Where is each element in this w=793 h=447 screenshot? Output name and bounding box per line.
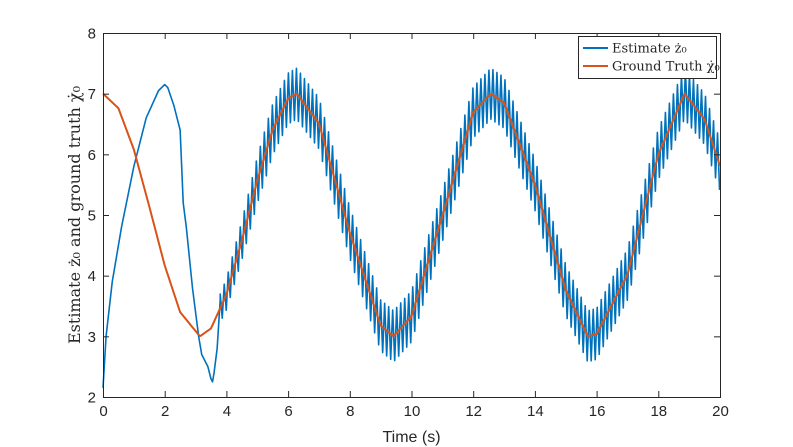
y-tick-label: 3	[88, 329, 96, 346]
plot-area	[102, 33, 721, 398]
y-axis-label: Estimate ż₀ and ground truth χ̇₀	[65, 86, 84, 344]
y-tick-label: 2	[88, 390, 96, 407]
x-tick-label: 6	[284, 403, 292, 420]
series-ground-truth-line	[102, 92, 721, 338]
x-tick-label: 0	[99, 403, 107, 420]
x-tick-label: 16	[589, 403, 606, 420]
y-tick-label: 6	[88, 147, 96, 164]
x-tick-label: 18	[650, 403, 667, 420]
x-axis-label: Time (s)	[382, 429, 440, 446]
x-tick-label: 10	[404, 403, 421, 420]
legend-entry: Estimate ż₀	[612, 42, 687, 57]
y-axis-ticks: 2 3 4 5 6 7 8	[88, 26, 720, 407]
x-tick-label: 20	[712, 403, 729, 420]
x-tick-label: 2	[161, 403, 169, 420]
x-tick-label: 8	[346, 403, 354, 420]
legend-entry: Ground Truth χ̇₀	[612, 60, 720, 75]
legend-box	[578, 36, 717, 79]
x-axis-ticks: 0 2 4 6 8 10 12 14 16 18 20	[99, 33, 729, 420]
y-tick-label: 8	[88, 26, 96, 43]
x-tick-label: 12	[465, 403, 482, 420]
y-tick-label: 5	[88, 208, 96, 225]
y-tick-label: 4	[88, 268, 96, 285]
x-tick-label: 14	[527, 403, 544, 420]
series-layer	[102, 67, 721, 388]
legend: Estimate ż₀ Ground Truth χ̇₀	[578, 36, 720, 79]
y-tick-label: 7	[88, 86, 96, 103]
x-tick-label: 4	[223, 403, 231, 420]
